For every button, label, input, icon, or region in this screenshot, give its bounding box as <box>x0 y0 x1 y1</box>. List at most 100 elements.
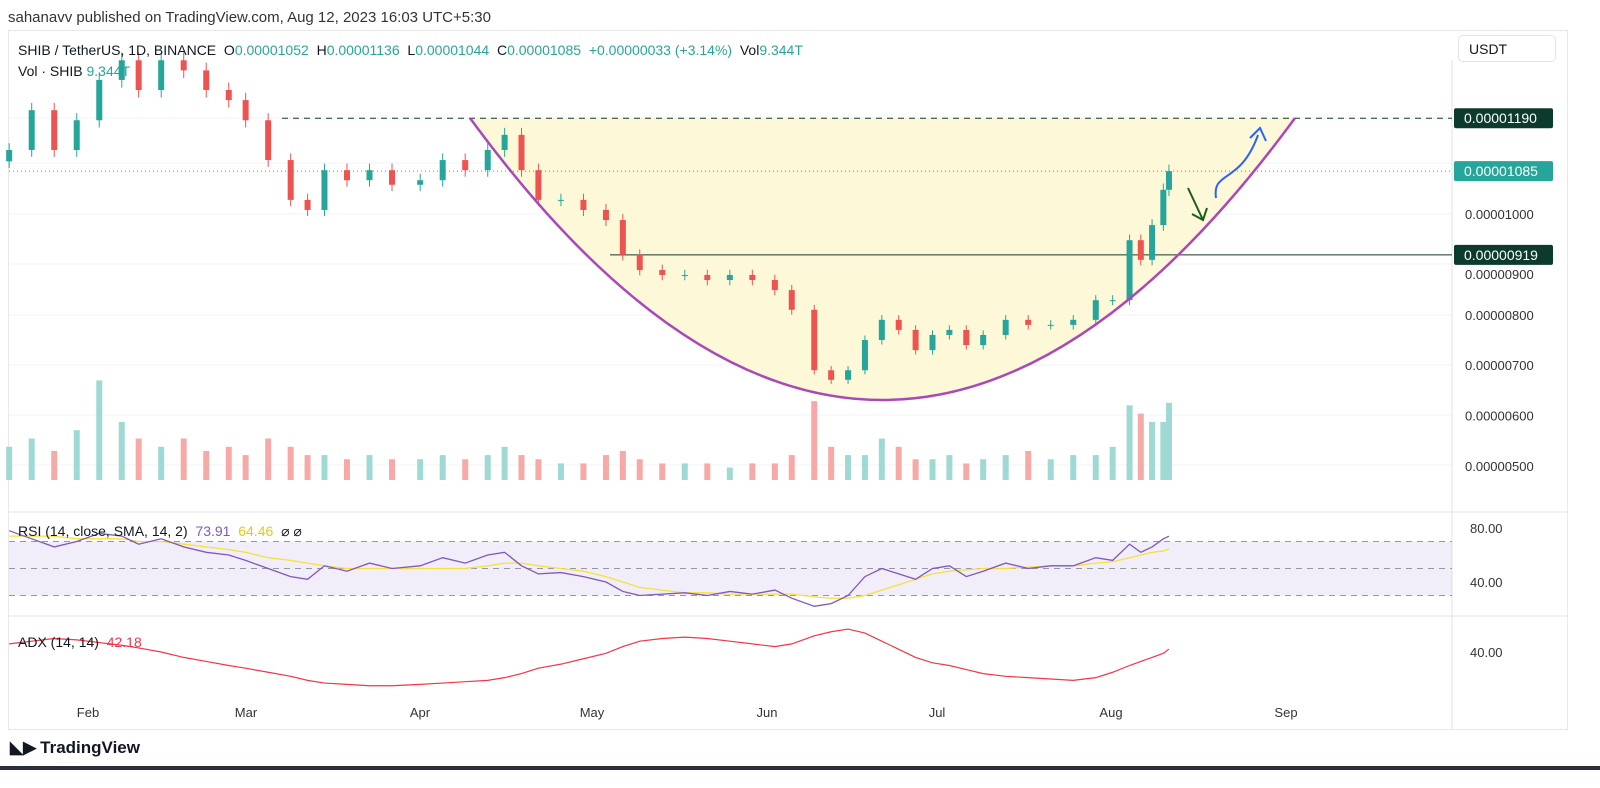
symbol-name[interactable]: SHIB / TetherUS, 1D, BINANCE <box>18 42 217 58</box>
time-tick: Jun <box>757 705 778 720</box>
price-tick: 0.00000500 <box>1465 459 1534 474</box>
volume-bar <box>980 459 987 480</box>
adx-value: 42.18 <box>106 634 142 650</box>
high-value: 0.00001136 <box>326 42 400 58</box>
bottom-bar <box>0 766 1600 770</box>
time-tick: Apr <box>410 705 431 720</box>
volume-bar <box>681 463 688 480</box>
price-tick: 0.00000700 <box>1465 358 1534 373</box>
candle-body <box>180 60 187 71</box>
volume-bar <box>1047 459 1054 480</box>
candle-body <box>1002 319 1009 335</box>
tradingview-logo[interactable]: ◣▶ TradingView <box>10 738 140 758</box>
volume-bar <box>28 438 35 480</box>
candle-body <box>681 274 688 276</box>
candle-body <box>501 134 508 150</box>
time-tick: Mar <box>235 705 258 720</box>
volume-bar <box>619 450 626 480</box>
candle-body <box>912 329 919 351</box>
volume-bar <box>580 463 587 480</box>
volume-bar <box>636 459 643 480</box>
candle-body <box>225 90 232 101</box>
candle-body <box>861 340 868 371</box>
volume-bar <box>828 446 835 480</box>
price-tick: 0.00000900 <box>1465 267 1534 282</box>
candle-body <box>1137 240 1144 260</box>
rsi-label[interactable]: RSI (14, close, SMA, 14, 2) <box>18 523 188 539</box>
candle-body <box>929 334 936 351</box>
time-tick: Jul <box>929 705 946 720</box>
adx-label[interactable]: ADX (14, 14) <box>18 634 99 650</box>
candle-body <box>203 70 210 91</box>
candle-body <box>265 120 272 161</box>
volume-bar <box>602 455 609 480</box>
volume-label: Vol · SHIB <box>18 63 83 79</box>
volume-bar <box>158 446 165 480</box>
candle-body <box>28 110 35 150</box>
symbol-legend: SHIB / TetherUS, 1D, BINANCE O0.00001052… <box>18 42 803 58</box>
candle-body <box>1109 300 1116 302</box>
volume-bar <box>439 455 446 480</box>
candle-body <box>518 134 525 171</box>
volume-bar <box>484 455 491 480</box>
up-arrow-icon <box>1214 126 1267 199</box>
candle-body <box>1047 324 1054 326</box>
volume-bar <box>788 455 795 480</box>
volume-bar <box>963 463 970 480</box>
volume-bar <box>73 430 80 480</box>
close-label: C <box>496 42 508 58</box>
volume-bar <box>946 455 953 480</box>
down-arrow-icon <box>1187 187 1208 222</box>
candle-body <box>811 309 818 371</box>
volume-bar <box>1149 421 1156 480</box>
open-value: 0.00001052 <box>234 42 309 58</box>
rsi-tick: 40.00 <box>1470 575 1503 590</box>
volume-bar <box>861 455 868 480</box>
volume-bar <box>726 467 733 480</box>
candle-body <box>1070 319 1077 325</box>
candle-body <box>389 170 396 185</box>
time-tick: Aug <box>1099 705 1122 720</box>
volume-bar <box>343 459 350 480</box>
price-tag-resistance <box>1454 108 1553 129</box>
vol-label: Vol <box>739 42 760 58</box>
candle-body <box>1160 189 1167 226</box>
volume-value: 9.344T <box>86 63 131 79</box>
rsi-value: 73.91 <box>195 523 231 539</box>
volume-bar <box>1002 455 1009 480</box>
candle-body <box>1092 300 1099 320</box>
volume-bar <box>1070 455 1077 480</box>
volume-bar <box>203 450 210 480</box>
volume-bar <box>518 455 525 480</box>
volume-bar <box>225 446 232 480</box>
volume-bar <box>6 446 13 480</box>
candle-body <box>242 100 249 121</box>
candle-body <box>484 149 491 171</box>
candle-body <box>366 170 373 181</box>
volume-bar <box>96 380 103 480</box>
volume-bar <box>501 446 508 480</box>
volume-bar <box>771 463 778 480</box>
candle-body <box>1149 225 1156 260</box>
adx-tick: 40.00 <box>1470 645 1503 660</box>
cup-curve <box>468 117 1297 402</box>
change-value: +0.00000033 (+3.14%) <box>588 42 733 58</box>
volume-bar <box>845 455 852 480</box>
volume-bar <box>242 455 249 480</box>
open-label: O <box>223 42 235 58</box>
candle-body <box>1165 171 1172 190</box>
candle-body <box>73 120 80 150</box>
volume-bar <box>1109 446 1116 480</box>
volume-bar <box>389 459 396 480</box>
candle-body <box>439 160 446 181</box>
currency-button[interactable]: USDT <box>1458 35 1556 62</box>
chart-frame[interactable] <box>8 30 1568 730</box>
candle-body <box>659 269 666 275</box>
volume-bar <box>929 459 936 480</box>
candle-body <box>6 149 13 162</box>
volume-bar <box>1126 405 1133 480</box>
candle-body <box>771 280 778 291</box>
candle-body <box>535 170 542 200</box>
candle-body <box>96 79 103 121</box>
